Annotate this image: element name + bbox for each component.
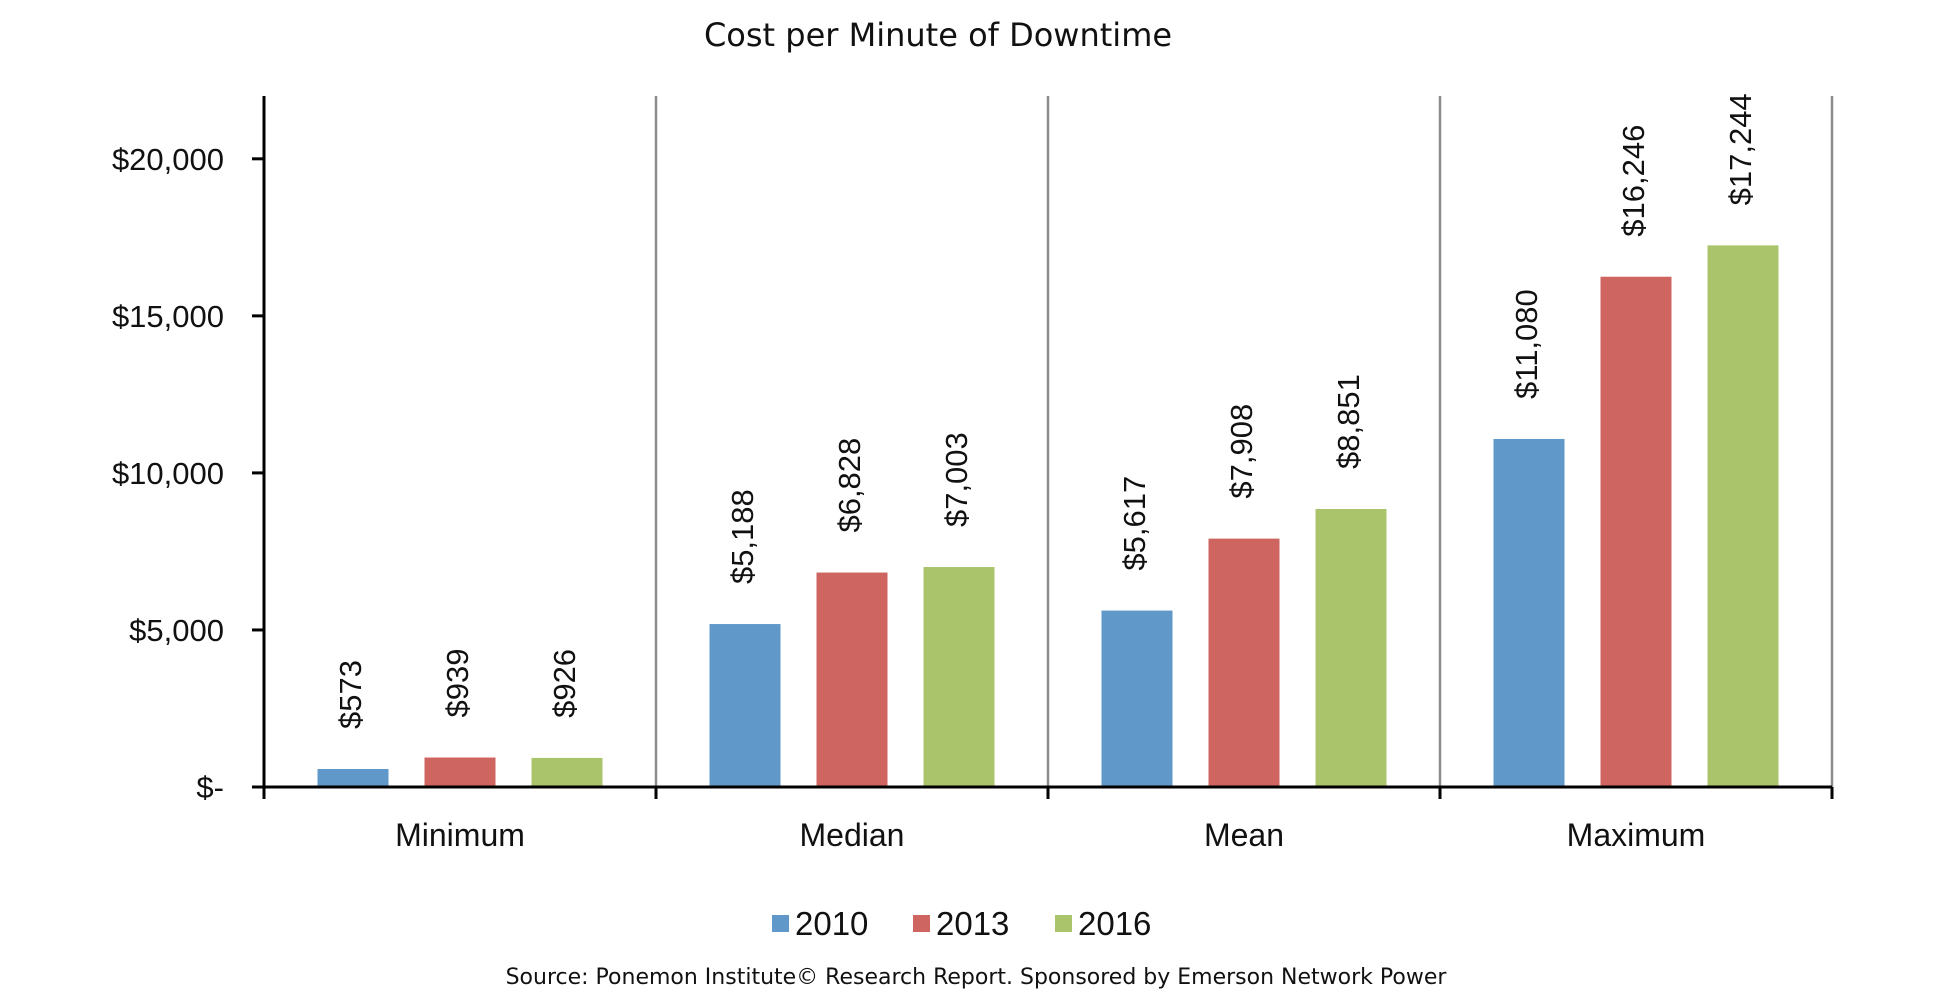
axes: $- $5,000 $10,000 $15,000 $20,000 Minimum Medi…: [112, 96, 1834, 853]
chart-title: Cost per Minute of Downtime: [704, 16, 1172, 54]
data-label: $5,188: [725, 489, 760, 584]
source-note: Source: Ponemon Institute© Research Repo…: [506, 965, 1448, 990]
bar-2010-minimum: [317, 769, 389, 787]
bar-2013-median: [816, 572, 888, 787]
bars: [317, 245, 1779, 787]
y-tick-label: $10,000: [112, 456, 224, 491]
data-label: $8,851: [1331, 374, 1366, 469]
bar-2016-median: [923, 567, 995, 787]
bar-2013-mean: [1208, 538, 1280, 787]
bar-2013-minimum: [424, 757, 496, 787]
data-label: $7,003: [939, 432, 974, 527]
data-label: $17,244: [1723, 93, 1758, 205]
bar-2016-maximum: [1707, 245, 1779, 787]
legend-swatch-2016: [1055, 915, 1072, 932]
legend: 2010 2013 2016: [772, 905, 1151, 942]
bar-2010-mean: [1101, 610, 1173, 787]
y-tick-label: $15,000: [112, 299, 224, 334]
x-tick-label: Mean: [1204, 817, 1284, 853]
bar-2010-median: [709, 624, 781, 787]
plot-area: [654, 96, 1834, 787]
data-label: $573: [333, 660, 368, 729]
bar-2016-minimum: [531, 757, 603, 787]
legend-swatch-2010: [772, 915, 789, 932]
legend-label-2016: 2016: [1078, 905, 1151, 942]
y-tick-label: $5,000: [129, 613, 224, 648]
data-labels: $573 $5,188 $5,617 $11,080 $939 $6,828 $7,908 $…: [333, 93, 1758, 729]
legend-label-2010: 2010: [795, 905, 868, 942]
bar-2013-maximum: [1600, 276, 1672, 787]
legend-swatch-2013: [913, 915, 930, 932]
data-label: $16,246: [1616, 125, 1651, 237]
y-tick-label: $20,000: [112, 142, 224, 177]
y-tick-label: $-: [196, 770, 224, 805]
x-tick-label: Minimum: [395, 817, 525, 853]
legend-label-2013: 2013: [936, 905, 1009, 942]
data-label: $7,908: [1224, 404, 1259, 499]
data-label: $6,828: [832, 438, 867, 533]
data-label: $11,080: [1509, 289, 1544, 399]
data-label: $5,617: [1117, 476, 1152, 571]
bar-2016-mean: [1315, 508, 1387, 787]
data-label: $926: [547, 649, 582, 718]
data-label: $939: [440, 649, 475, 718]
x-tick-label: Median: [800, 817, 905, 853]
x-tick-label: Maximum: [1567, 817, 1706, 853]
bar-2010-maximum: [1493, 438, 1565, 787]
